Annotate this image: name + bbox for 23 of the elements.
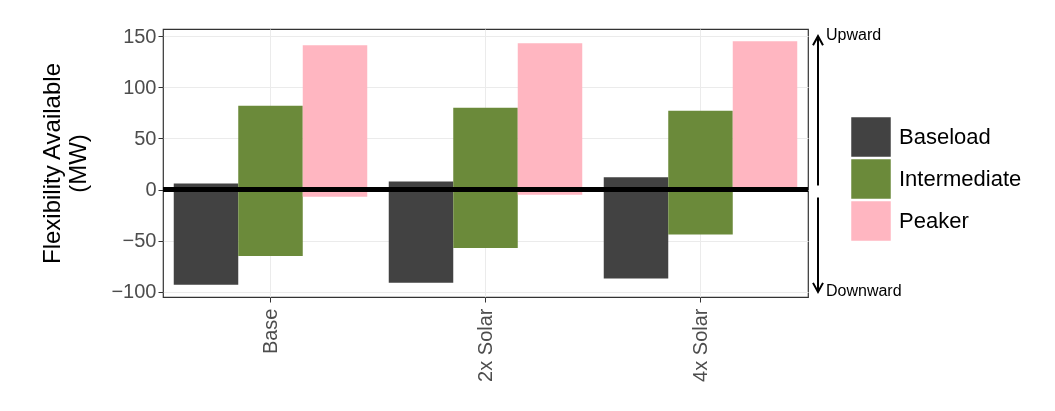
y-tick-label: 100 xyxy=(123,75,157,98)
legend-label: Intermediate xyxy=(899,166,1022,191)
legend-label: Peaker xyxy=(899,208,969,233)
bar xyxy=(388,181,454,283)
y-tick-label: −100 xyxy=(111,280,157,303)
y-tick-label: 50 xyxy=(134,126,157,149)
x-tick-label: Base xyxy=(258,308,281,355)
x-tick-label: 2x Solar xyxy=(473,308,496,382)
text: Upward xyxy=(826,26,882,45)
text: Downward xyxy=(826,281,902,300)
y-tick-label: 150 xyxy=(123,24,157,47)
bar xyxy=(453,107,518,248)
y-tick-label: −50 xyxy=(122,229,157,252)
bar xyxy=(668,110,733,235)
y-axis-title: Flexibility Available (MW) xyxy=(38,63,92,264)
bar xyxy=(238,105,303,257)
bar xyxy=(517,43,583,195)
bar xyxy=(173,183,239,285)
legend-label: Baseload xyxy=(899,124,991,149)
x-tick-label: 4x Solar xyxy=(688,308,711,382)
y-tick-label: 0 xyxy=(145,178,157,201)
bar xyxy=(603,177,669,279)
bar xyxy=(302,45,368,197)
